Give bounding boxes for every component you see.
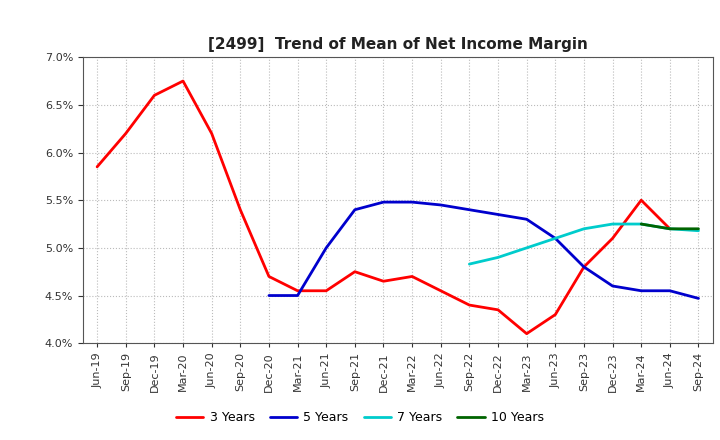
Line: 3 Years: 3 Years bbox=[97, 81, 670, 334]
5 Years bbox=[522, 216, 531, 222]
5 Years bbox=[379, 199, 388, 205]
7 Years bbox=[522, 245, 531, 250]
10 Years bbox=[637, 221, 646, 227]
3 Years bbox=[436, 288, 445, 293]
3 Years bbox=[293, 288, 302, 293]
7 Years bbox=[694, 228, 703, 233]
10 Years bbox=[665, 226, 674, 231]
10 Years bbox=[694, 226, 703, 231]
7 Years bbox=[494, 255, 503, 260]
7 Years bbox=[580, 226, 588, 231]
5 Years bbox=[351, 207, 359, 213]
3 Years bbox=[379, 279, 388, 284]
3 Years bbox=[465, 302, 474, 308]
3 Years bbox=[150, 93, 158, 98]
7 Years bbox=[608, 221, 617, 227]
5 Years bbox=[465, 207, 474, 213]
5 Years bbox=[322, 245, 330, 250]
7 Years bbox=[637, 221, 646, 227]
5 Years bbox=[694, 296, 703, 301]
5 Years bbox=[551, 236, 559, 241]
5 Years bbox=[408, 199, 416, 205]
Legend: 3 Years, 5 Years, 7 Years, 10 Years: 3 Years, 5 Years, 7 Years, 10 Years bbox=[171, 407, 549, 429]
Title: [2499]  Trend of Mean of Net Income Margin: [2499] Trend of Mean of Net Income Margi… bbox=[208, 37, 588, 52]
3 Years bbox=[351, 269, 359, 275]
3 Years bbox=[408, 274, 416, 279]
5 Years bbox=[665, 288, 674, 293]
3 Years bbox=[265, 274, 274, 279]
7 Years bbox=[465, 261, 474, 267]
Line: 10 Years: 10 Years bbox=[642, 224, 698, 229]
3 Years bbox=[236, 207, 245, 213]
5 Years bbox=[637, 288, 646, 293]
Line: 5 Years: 5 Years bbox=[269, 202, 698, 298]
3 Years bbox=[522, 331, 531, 336]
3 Years bbox=[93, 164, 102, 169]
3 Years bbox=[608, 236, 617, 241]
5 Years bbox=[580, 264, 588, 270]
5 Years bbox=[265, 293, 274, 298]
5 Years bbox=[494, 212, 503, 217]
5 Years bbox=[608, 283, 617, 289]
3 Years bbox=[580, 264, 588, 270]
3 Years bbox=[665, 226, 674, 231]
3 Years bbox=[637, 198, 646, 203]
7 Years bbox=[665, 226, 674, 231]
3 Years bbox=[322, 288, 330, 293]
Line: 7 Years: 7 Years bbox=[469, 224, 698, 264]
3 Years bbox=[122, 131, 130, 136]
3 Years bbox=[207, 131, 216, 136]
3 Years bbox=[494, 307, 503, 312]
3 Years bbox=[551, 312, 559, 317]
3 Years bbox=[179, 78, 187, 84]
5 Years bbox=[436, 202, 445, 208]
5 Years bbox=[293, 293, 302, 298]
7 Years bbox=[551, 236, 559, 241]
